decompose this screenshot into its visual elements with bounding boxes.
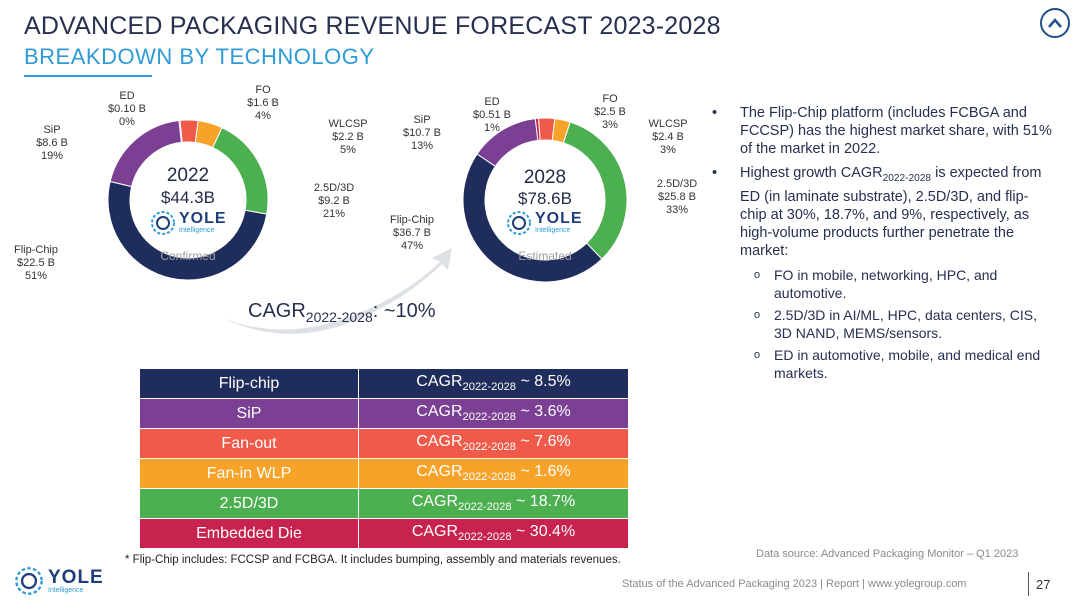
cagr-value-cell: CAGR2022-2028 ~ 30.4% bbox=[358, 518, 629, 549]
page-number: 27 bbox=[1036, 577, 1051, 592]
label-2028-fo: FO $2.5 B 3% bbox=[594, 93, 626, 131]
yole-logo-icon bbox=[15, 567, 43, 595]
label-2028-wlcsp: WLCSP $2.4 B 3% bbox=[648, 118, 688, 156]
title-underline bbox=[24, 75, 152, 77]
cagr-row: Embedded Die CAGR2022-2028 ~ 30.4% bbox=[139, 518, 629, 549]
yole-logo-2022: YOLE Intelligence bbox=[150, 210, 227, 236]
cagr-tech-cell: Fan-in WLP bbox=[139, 458, 359, 489]
yole-logo-2028: YOLE Intelligence bbox=[506, 210, 583, 236]
slice-2022-flipchip bbox=[107, 180, 268, 281]
cagr-row: SiP CAGR2022-2028 ~ 3.6% bbox=[139, 398, 629, 429]
cagr-table: Flip-chip CAGR2022-2028 ~ 8.5% SiP CAGR2022… bbox=[139, 368, 629, 549]
cagr-arrow bbox=[222, 248, 452, 334]
cagr-tech-cell: SiP bbox=[139, 398, 359, 429]
cagr-row: 2.5D/3D CAGR2022-2028 ~ 18.7% bbox=[139, 488, 629, 519]
key-findings: • The Flip-Chip platform (includes FCBGA … bbox=[712, 104, 1052, 386]
yole-wordmark: YOLE bbox=[535, 210, 583, 227]
cagr-value-cell: CAGR2022-2028 ~ 8.5% bbox=[358, 368, 629, 399]
label-2028-25d3d: 2.5D/3D $25.8 B 33% bbox=[656, 178, 698, 216]
yole-logo-icon bbox=[507, 211, 531, 235]
cagr-value-cell: CAGR2022-2028 ~ 3.6% bbox=[358, 398, 629, 429]
donut-2028-year: 2028 bbox=[523, 167, 567, 188]
yole-intelligence: Intelligence bbox=[179, 227, 215, 234]
label-2022-flipchip: Flip-Chip $22.5 B 51% bbox=[13, 244, 58, 282]
scroll-up-button[interactable] bbox=[1040, 8, 1070, 38]
cagr-value-cell: CAGR2022-2028 ~ 7.6% bbox=[358, 428, 629, 459]
label-2022-sip: SiP $8.6 B 19% bbox=[36, 124, 68, 162]
label-2022-fo: FO $1.6 B 4% bbox=[247, 84, 279, 122]
data-source: Data source: Advanced Packaging Monitor … bbox=[756, 548, 1019, 560]
page-title: ADVANCED PACKAGING REVENUE FORECAST 2023… bbox=[24, 12, 721, 40]
cagr-tech-cell: Flip-chip bbox=[139, 368, 359, 399]
slice-2028-sip bbox=[476, 118, 539, 168]
slice-2022-sip bbox=[109, 119, 182, 188]
overall-cagr: CAGR2022-2028: ~10% bbox=[248, 300, 436, 325]
footnote: * Flip-Chip includes: FCCSP and FCBGA. I… bbox=[125, 554, 621, 566]
donut-2028-total: $78.6B bbox=[518, 189, 572, 208]
sub-bullet-25d3d: o 2.5D/3D in AI/ML, HPC, data centers, CI… bbox=[754, 306, 1037, 341]
cagr-value-cell: CAGR2022-2028 ~ 1.6% bbox=[358, 458, 629, 489]
cagr-tech-cell: Fan-out bbox=[139, 428, 359, 459]
yole-logo-icon bbox=[151, 211, 175, 235]
label-2022-wlcsp: WLCSP $2.2 B 5% bbox=[328, 118, 368, 156]
sub-bullet-ed: o ED in automotive, mobile, and medical e… bbox=[754, 346, 1041, 381]
label-2028-ed: ED $0.51 B 1% bbox=[473, 96, 511, 134]
chevron-up-icon bbox=[1048, 18, 1062, 28]
yole-wordmark: YOLE bbox=[48, 566, 104, 588]
cagr-row: Fan-out CAGR2022-2028 ~ 7.6% bbox=[139, 428, 629, 459]
cagr-tech-cell: Embedded Die bbox=[139, 518, 359, 549]
donut-2022-status: Confirmed bbox=[160, 249, 216, 263]
footer-text: Status of the Advanced Packaging 2023 | … bbox=[622, 578, 967, 590]
bullet-growth: • Highest growth CAGR2022-2028 is expecte… bbox=[712, 165, 1042, 259]
yole-intelligence: Intelligence bbox=[48, 586, 84, 594]
cagr-row: Fan-in WLP CAGR2022-2028 ~ 1.6% bbox=[139, 458, 629, 489]
footer-divider bbox=[1028, 572, 1029, 596]
bullet-flipchip: • The Flip-Chip platform (includes FCBGA … bbox=[712, 105, 1052, 157]
donut-2022-year: 2022 bbox=[166, 165, 210, 186]
label-2028-flipchip: Flip-Chip $36.7 B 47% bbox=[389, 214, 434, 252]
cagr-value-cell: CAGR2022-2028 ~ 18.7% bbox=[358, 488, 629, 519]
sub-bullet-fo: o FO in mobile, networking, HPC, and auto… bbox=[754, 266, 998, 301]
cagr-tech-cell: 2.5D/3D bbox=[139, 488, 359, 519]
label-2022-25d3d: 2.5D/3D $9.2 B 21% bbox=[313, 182, 355, 220]
yole-intelligence: Intelligence bbox=[535, 227, 571, 234]
label-2022-ed: ED $0.10 B 0% bbox=[108, 90, 146, 128]
donut-2022-total: $44.3B bbox=[161, 188, 215, 207]
cagr-row: Flip-chip CAGR2022-2028 ~ 8.5% bbox=[139, 368, 629, 399]
donut-2028-status: Estimated bbox=[518, 249, 572, 263]
page-subtitle: BREAKDOWN BY TECHNOLOGY bbox=[24, 44, 375, 69]
footer-logo: YOLE Intelligence bbox=[14, 566, 104, 596]
yole-wordmark: YOLE bbox=[179, 210, 227, 227]
label-2028-sip: SiP $10.7 B 13% bbox=[403, 114, 441, 152]
